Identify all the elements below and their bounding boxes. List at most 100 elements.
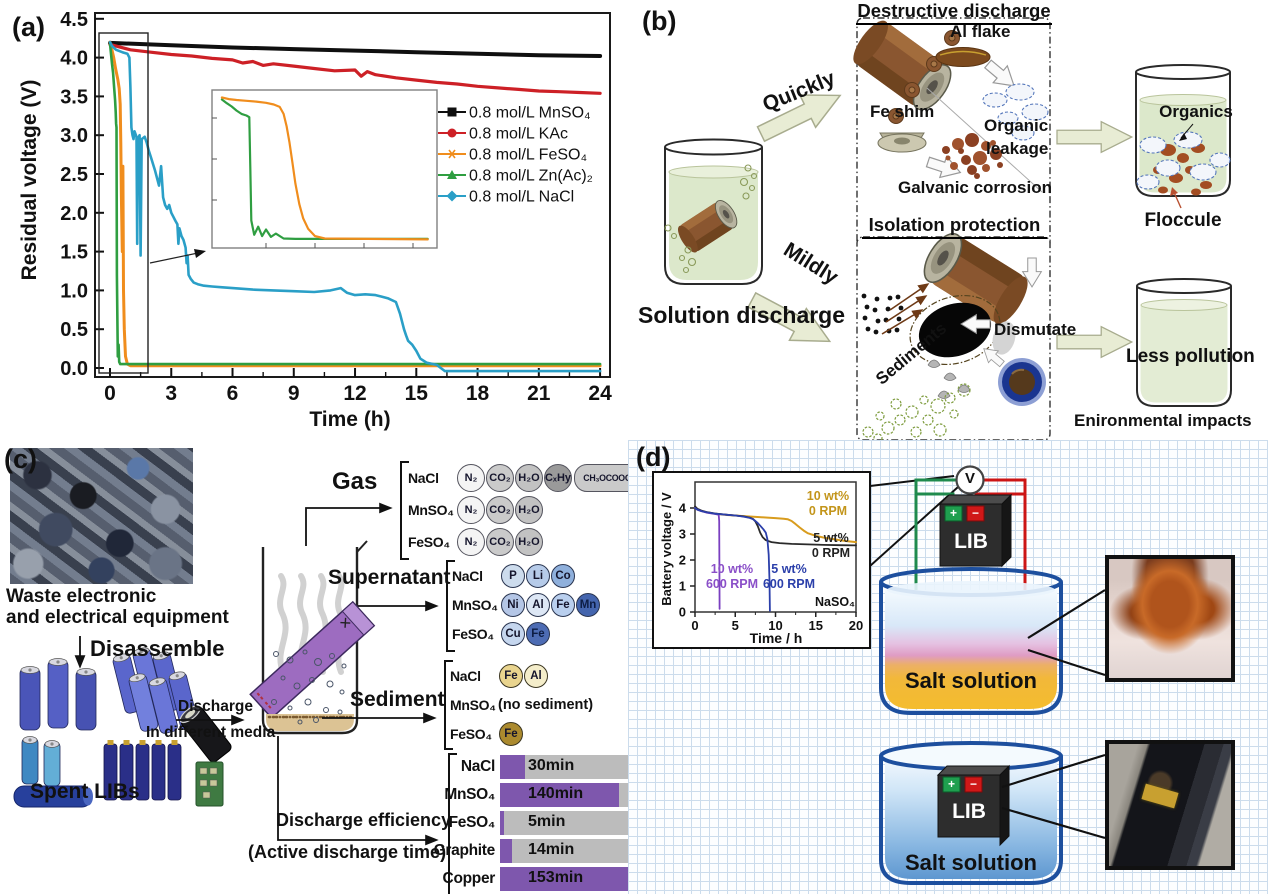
medium-label: NaCl (450, 667, 481, 684)
salt-solution-label-1: Salt solution (905, 668, 1037, 693)
medium-label: FeSO₄ (450, 725, 492, 742)
al-flake-shape (935, 47, 991, 67)
photo2-callout-1 (1001, 753, 1106, 789)
corroded-battery-photo (1105, 740, 1235, 870)
panel-b-mechanism-diagram: (b) Quickly Mildly Solution discharge De… (628, 0, 1268, 440)
lib-battery-1 (938, 493, 1013, 568)
medium-label: NaCl (452, 567, 483, 584)
voltmeter-circle (955, 465, 985, 495)
svg-text:2: 2 (679, 553, 686, 568)
bar-fill (500, 782, 619, 807)
supernatant-title: Supernatant (328, 566, 451, 589)
less-pollution-beaker (1136, 278, 1232, 407)
salt-solution-label-2: Salt solution (905, 850, 1037, 875)
species-bubble: Li (526, 563, 550, 588)
svg-text:3.5: 3.5 (60, 86, 88, 108)
species-bubble: Ni (501, 592, 525, 617)
svg-text:6: 6 (227, 382, 239, 405)
efficiency-bar-row: NaCl 30min (410, 754, 630, 779)
legend-entry: 0.8 mol/L Zn(Ac)₂ (469, 168, 593, 185)
inset-pointer-arrowhead (194, 249, 206, 258)
svg-text:0.0: 0.0 (60, 358, 88, 380)
panel-c-process-flow: (c) Waste electronic and electrical equi… (0, 440, 640, 894)
bar-track: 5min (500, 810, 630, 835)
panel-label-d: (d) (636, 442, 671, 472)
salt-solution-beaker-1 (879, 567, 1063, 715)
curve-label: NaSO₄ (815, 595, 855, 609)
coin-cells (888, 30, 960, 124)
bar-value-label: 14min (528, 840, 575, 858)
species-bubble: N₂ (457, 528, 485, 556)
destructive-discharge-box (846, 14, 1051, 249)
bar-value-label: 30min (528, 756, 575, 774)
bar-value-label: 5min (528, 812, 566, 830)
species-bubble: Fe (526, 621, 550, 646)
curve-label: 10 wt% (711, 562, 753, 576)
gas-bracket (400, 461, 409, 560)
panel-b-svg (664, 14, 1232, 440)
bar-category-label: Copper (442, 869, 496, 887)
efficiency-bar-row: Graphite 14min (410, 838, 630, 863)
curve-label: 600 RPM (763, 577, 815, 591)
beaker-spout (356, 540, 368, 553)
lib1-label: LIB (954, 530, 988, 553)
bar-track: 140min (500, 782, 630, 807)
svg-text:4: 4 (679, 501, 687, 516)
species-bubble: Mn (576, 592, 600, 617)
bar-fill (500, 866, 630, 891)
sediment-note: (no sediment) (498, 696, 594, 713)
inset-chart (211, 89, 438, 249)
svg-text:0: 0 (104, 382, 116, 405)
isolation-protection-box (856, 226, 1051, 440)
species-bubble: H₂O (515, 496, 543, 524)
purple-battery (249, 600, 376, 720)
panel-c-svg (13, 502, 439, 846)
medium-label: NaCl (408, 470, 439, 486)
medium-label: MnSO₄ (452, 596, 498, 613)
zoom-region-box (98, 32, 149, 374)
panel-a-chart-svg: 0 3 6 9 12 15 18 21 24 0.0 0.5 1.0 1.5 2.0 2.5 3.0 3.5 4.… (60, 9, 612, 405)
species-bubble: Co (551, 563, 575, 588)
spent-libs-label: Spent LIBs (30, 780, 140, 803)
organics-label: Organics (1159, 102, 1233, 121)
lib1-minus-symbol: − (971, 506, 979, 520)
galvanic-corrosion-label: Galvanic corrosion (898, 178, 1052, 197)
svg-text:3: 3 (679, 527, 686, 542)
efficiency-bar-chart: NaCl 30min MnSO₄ 140min FeSO₄ 5min Graphite 14m… (410, 754, 630, 894)
a-x-axis-title: Time (h) (309, 408, 391, 431)
species-bubble: CO₂ (486, 464, 514, 492)
svg-text:0: 0 (691, 618, 698, 633)
polymer-rings (862, 383, 971, 440)
medium-label: FeSO₄ (452, 625, 494, 642)
axes: 0 3 6 9 12 15 18 21 24 0.0 0.5 1.0 1.5 2.0 2.5 3.0 3.5 4.… (60, 9, 612, 405)
bar-fill (500, 754, 526, 779)
bar-category-label: FeSO₄ (448, 813, 496, 831)
species-bubble: H₂O (515, 528, 543, 556)
plot-frame (94, 12, 611, 378)
legend: 0.8 mol/L MnSO₄ 0.8 mol/L KAc 0.8 mol/L Fe… (438, 105, 593, 206)
svg-text:4.0: 4.0 (60, 48, 88, 70)
species-bubble: P (501, 563, 525, 588)
photo2-callout-2 (1001, 806, 1106, 840)
curve-label: 10 wt% (807, 489, 849, 503)
a-y-axis-title: Residual voltage (V) (18, 79, 41, 281)
species-bubble: CₓHy (544, 464, 572, 492)
species-bubble: Fe (499, 663, 523, 688)
waste-label-2: and electrical equipment (6, 607, 229, 628)
species-row-FeSO₄: FeSO₄ Fe (450, 719, 593, 748)
bar-track: 14min (500, 838, 630, 863)
sediment-title: Sediment (350, 688, 445, 711)
gas-species-rows: NaCl N₂ CO₂ H₂O CₓHy CH₃OCOOCH₃ MnSO₄ N₂ CO₂ H₂O F… (408, 462, 640, 558)
lib1-plus-symbol: + (949, 506, 957, 520)
sediment-bracket (444, 660, 453, 750)
lib2-label: LIB (952, 800, 986, 823)
waste-label-1: Waste electronic (6, 586, 157, 607)
medium-label: FeSO₄ (408, 534, 450, 550)
svg-text:2.0: 2.0 (60, 203, 88, 225)
svg-text:15: 15 (809, 618, 823, 633)
species-bubble: Cu (501, 621, 525, 646)
minus-terminal (964, 776, 983, 793)
efficiency-bar-row: MnSO₄ 140min (410, 782, 630, 807)
